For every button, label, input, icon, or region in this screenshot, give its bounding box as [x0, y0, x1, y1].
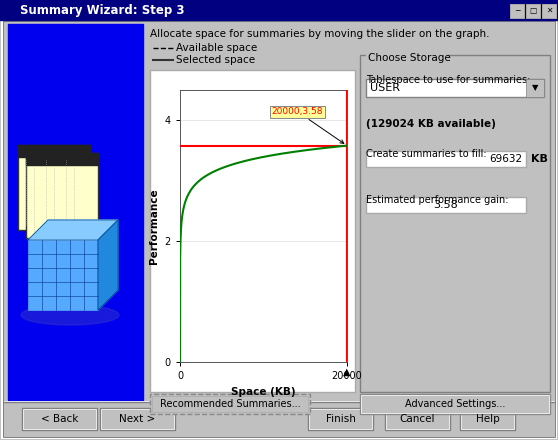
Bar	[26, 153, 98, 165]
Text: Recommended Summaries...: Recommended Summaries...	[160, 399, 300, 409]
Bar	[28, 240, 98, 310]
Bar	[510, 4, 524, 18]
Bar	[366, 151, 526, 167]
Bar	[18, 145, 90, 230]
Bar	[152, 396, 308, 412]
Text: Help: Help	[475, 414, 499, 424]
Bar	[360, 55, 550, 392]
Text: Finish: Finish	[325, 414, 355, 424]
Text: Available space: Available space	[176, 43, 257, 53]
Bar	[360, 394, 550, 414]
Bar	[150, 394, 310, 414]
Text: Choose Storage: Choose Storage	[368, 53, 451, 63]
Bar	[366, 53, 446, 64]
Text: 20000,3.58: 20000,3.58	[272, 107, 344, 143]
X-axis label: Space (KB): Space (KB)	[231, 387, 296, 396]
Bar	[8, 24, 143, 400]
Text: Cancel: Cancel	[400, 414, 435, 424]
Text: < Back: < Back	[41, 414, 78, 424]
Bar	[100, 408, 175, 430]
Bar	[386, 409, 449, 429]
Bar	[22, 408, 97, 430]
Text: ✕: ✕	[546, 6, 552, 15]
Bar	[526, 4, 540, 18]
Bar	[101, 409, 174, 429]
Bar	[461, 409, 514, 429]
Bar	[366, 79, 544, 97]
Text: ▲: ▲	[343, 367, 351, 377]
Bar	[308, 408, 373, 430]
Text: ▼: ▼	[532, 84, 538, 92]
Text: (129024 KB available): (129024 KB available)	[366, 119, 496, 129]
Polygon shape	[98, 220, 118, 310]
Polygon shape	[28, 220, 118, 240]
Text: Advanced Settings...: Advanced Settings...	[405, 399, 505, 409]
Bar	[385, 408, 450, 430]
Ellipse shape	[21, 305, 119, 325]
Text: Allocate space for summaries by moving the slider on the graph.: Allocate space for summaries by moving t…	[150, 29, 489, 39]
Bar	[309, 409, 372, 429]
Bar	[526, 79, 544, 97]
Bar	[366, 197, 526, 213]
Bar	[460, 408, 515, 430]
Text: □: □	[530, 6, 537, 15]
Bar	[0, 0, 558, 20]
Bar	[150, 70, 355, 392]
Text: Summary Wizard: Step 3: Summary Wizard: Step 3	[20, 4, 185, 17]
Bar	[542, 4, 556, 18]
Y-axis label: Performance: Performance	[149, 188, 159, 264]
Text: KB: KB	[531, 154, 548, 164]
Text: Selected space: Selected space	[176, 55, 255, 65]
Bar	[23, 409, 96, 429]
Text: Tablespace to use for summaries:: Tablespace to use for summaries:	[366, 75, 530, 85]
Bar	[26, 153, 98, 238]
Text: 69632: 69632	[489, 154, 522, 164]
Text: USER: USER	[370, 83, 400, 93]
Bar	[18, 145, 90, 157]
Text: Next >: Next >	[119, 414, 156, 424]
Bar	[361, 395, 549, 413]
Text: Create summaries to fill:: Create summaries to fill:	[366, 149, 487, 159]
Text: 3.58: 3.58	[434, 200, 458, 210]
Text: ─: ─	[514, 6, 519, 15]
Text: Estimated performance gain:: Estimated performance gain:	[366, 195, 508, 205]
